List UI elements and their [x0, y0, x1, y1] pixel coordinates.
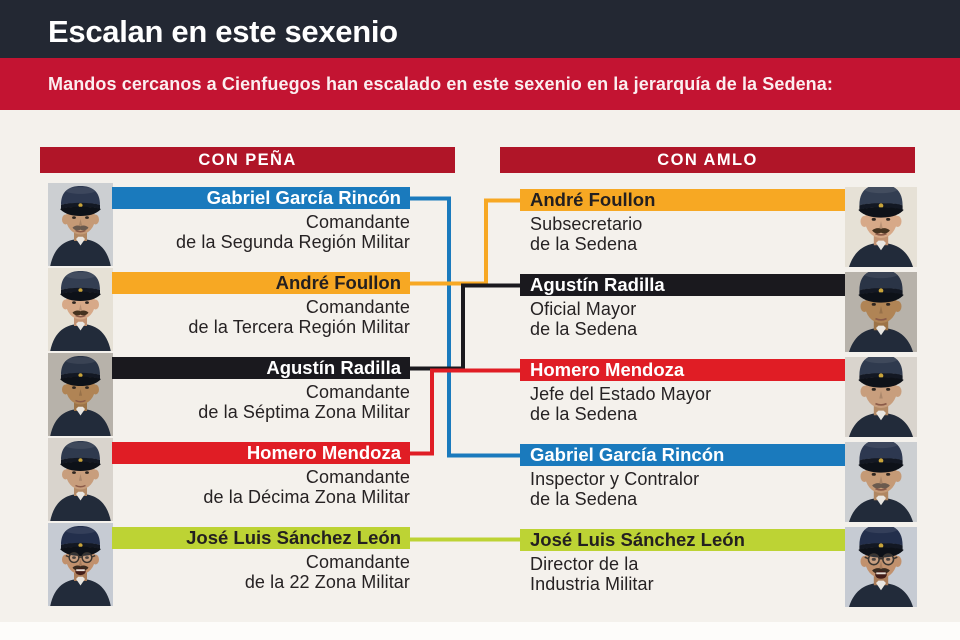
officer-name: Homero Mendoza: [530, 359, 685, 380]
officer-name: Agustín Radilla: [266, 357, 401, 378]
subtitle-bar: Mandos cercanos a Cienfuegos han escalad…: [0, 58, 960, 110]
officer-photo-mendoza: [845, 357, 917, 437]
officer-name: José Luis Sánchez León: [186, 527, 401, 548]
officer-role: Comandante de la 22 Zona Militar: [244, 552, 410, 592]
entry-name-bar: José Luis Sánchez León: [112, 527, 410, 549]
entry-name-bar: Agustín Radilla: [520, 274, 845, 296]
connector-black: [410, 283, 520, 371]
entry-name-bar: Homero Mendoza: [112, 442, 410, 464]
officer-role: Comandante de la Segunda Región Militar: [176, 212, 410, 252]
connector-red: [410, 368, 520, 456]
officer-photo-foullon: [845, 187, 917, 267]
officer-name: André Foullon: [275, 272, 401, 293]
officer-role: Subsecretario de la Sedena: [530, 214, 643, 254]
entry-name-bar: Gabriel García Rincón: [520, 444, 845, 466]
officer-role: Inspector y Contralor de la Sedena: [530, 469, 700, 509]
entry-name-bar: Agustín Radilla: [112, 357, 410, 379]
column-header-amlo: CON AMLO: [500, 147, 915, 173]
officer-name: Homero Mendoza: [246, 442, 401, 463]
officer-photo-garcia-rincon: [845, 442, 917, 522]
subtitle-text: Mandos cercanos a Cienfuegos han escalad…: [48, 73, 833, 94]
connector-orange: [410, 198, 520, 286]
officer-photo-sanchez-leon: [845, 527, 917, 607]
officer-role: Oficial Mayor de la Sedena: [530, 299, 638, 339]
column-header-pena: CON PEÑA: [40, 147, 455, 173]
entry-name-bar: André Foullon: [520, 189, 845, 211]
page-title: Escalan en este sexenio: [48, 14, 398, 49]
connector-blue: [410, 196, 520, 458]
officer-name: Gabriel García Rincón: [206, 187, 401, 208]
officer-role: Comandante de la Décima Zona Militar: [203, 467, 410, 507]
officer-photo-radilla: [845, 272, 917, 352]
officer-name: Agustín Radilla: [530, 274, 665, 295]
bottom-margin: [0, 622, 960, 640]
officer-name: José Luis Sánchez León: [530, 529, 745, 550]
officer-name: Gabriel García Rincón: [530, 444, 725, 465]
officer-role: Director de la Industria Militar: [530, 554, 654, 594]
entry-name-bar: Gabriel García Rincón: [112, 187, 410, 209]
officer-role: Comandante de la Séptima Zona Militar: [198, 382, 410, 422]
entry-name-bar: Homero Mendoza: [520, 359, 845, 381]
officer-name: André Foullon: [530, 189, 656, 210]
officer-role: Jefe del Estado Mayor de la Sedena: [530, 384, 712, 424]
entry-name-bar: André Foullon: [112, 272, 410, 294]
officer-role: Comandante de la Tercera Región Militar: [188, 297, 410, 337]
entry-name-bar: José Luis Sánchez León: [520, 529, 845, 551]
header-bar: Escalan en este sexenio: [0, 0, 960, 58]
